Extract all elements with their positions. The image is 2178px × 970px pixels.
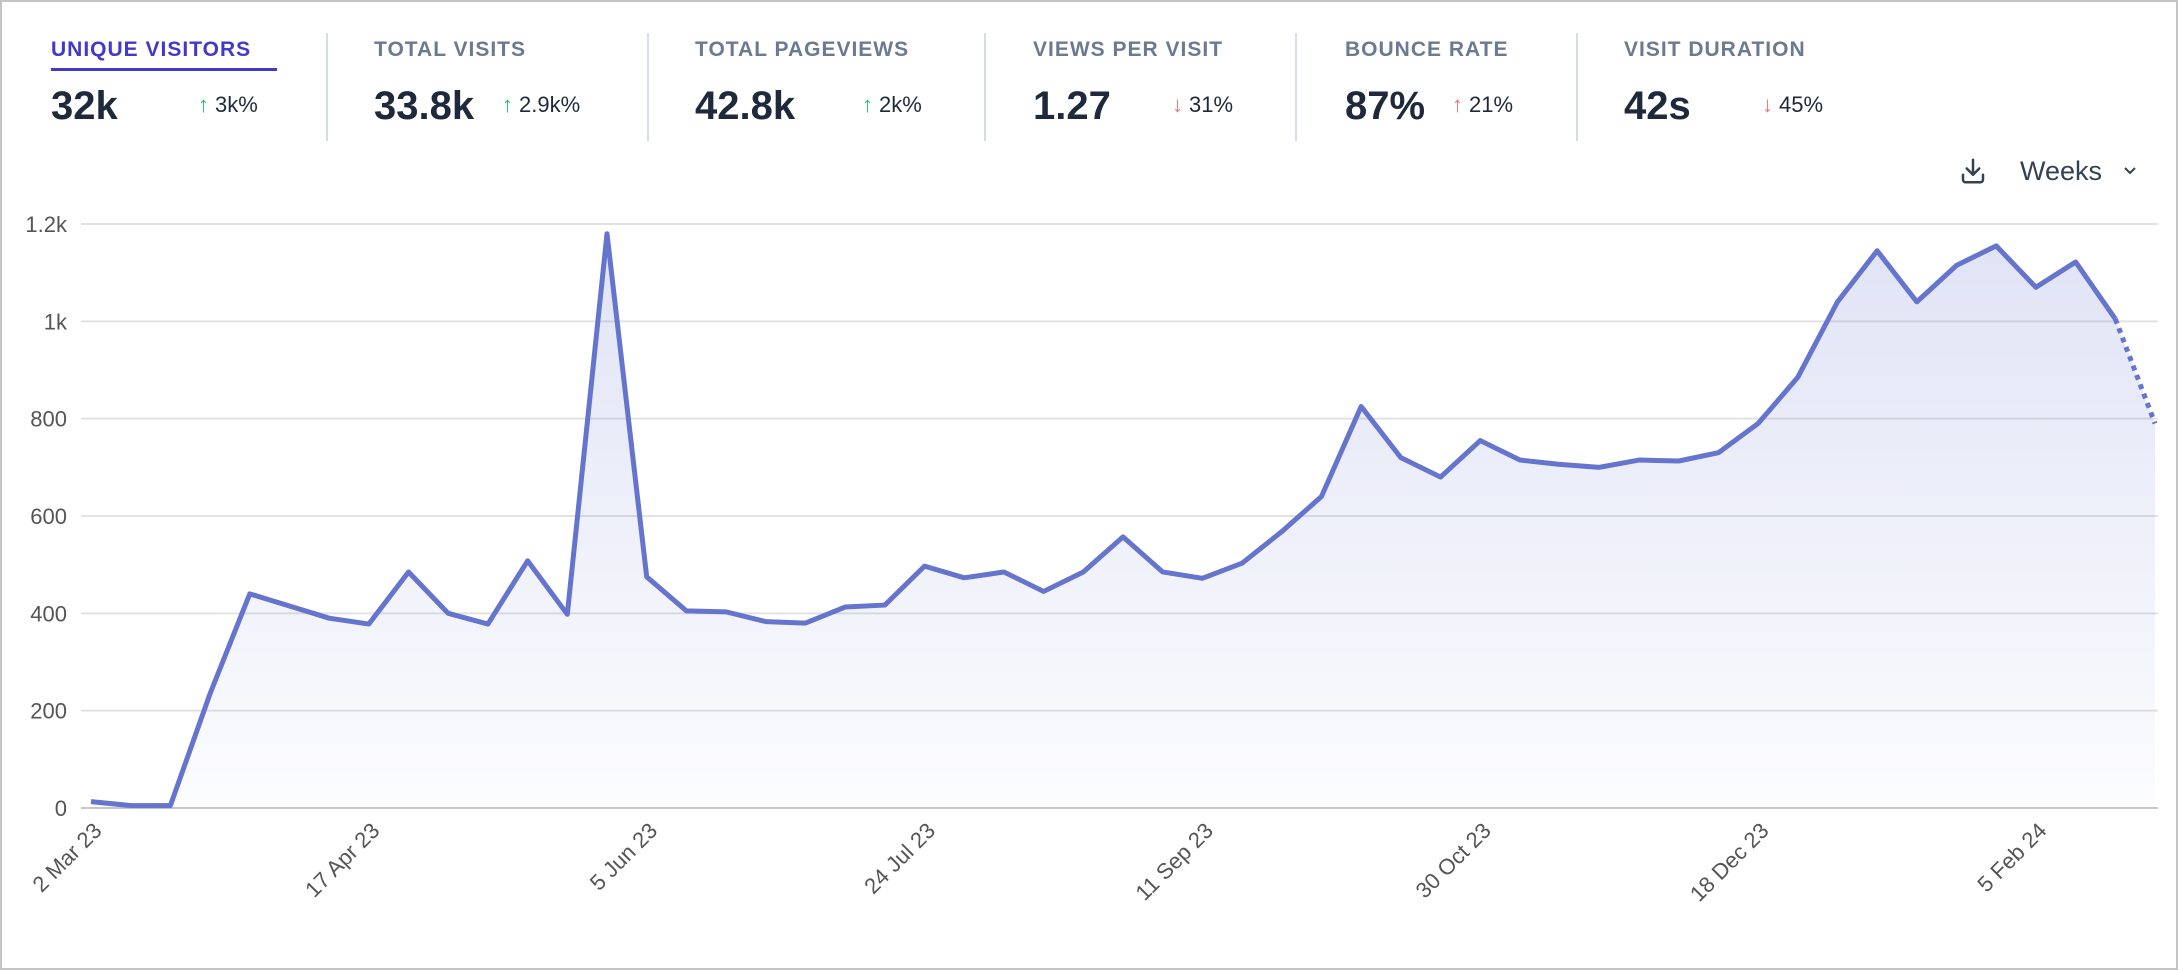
- metric-change: ↑ 2k%: [862, 92, 922, 118]
- metric-change-value: 3k%: [215, 92, 258, 117]
- metric-visit-duration[interactable]: VISIT DURATION 42s ↓ 45%: [1624, 32, 1882, 142]
- metric-views-per-visit[interactable]: VIEWS PER VISIT 1.27 ↓ 31%: [1033, 32, 1292, 142]
- metric-value: 32k: [51, 84, 118, 128]
- metric-change: ↑ 3k%: [198, 92, 258, 118]
- metric-divider: [326, 33, 328, 141]
- y-tick-label: 400: [30, 601, 67, 626]
- metric-change-value: 2k%: [879, 92, 922, 117]
- metric-divider: [984, 33, 986, 141]
- y-tick-label: 800: [30, 407, 67, 432]
- x-tick-label: 2 Mar 23: [27, 818, 106, 897]
- download-icon[interactable]: [1958, 156, 1988, 186]
- metric-divider: [1576, 33, 1578, 141]
- x-tick-label: 11 Sep 23: [1130, 818, 1217, 905]
- arrow-down-icon: ↓: [1762, 92, 1773, 117]
- metric-change: ↓ 31%: [1172, 92, 1233, 118]
- y-tick-label: 0: [55, 796, 67, 821]
- metric-unique-visitors[interactable]: UNIQUE VISITORS 32k ↑ 3k%: [51, 32, 318, 142]
- metric-value: 42.8k: [695, 84, 796, 128]
- x-tick-label: 17 Apr 23: [300, 818, 384, 902]
- metric-label: VISIT DURATION: [1624, 38, 1806, 61]
- y-tick-label: 600: [30, 504, 67, 529]
- interval-dropdown[interactable]: Weeks: [2020, 156, 2103, 186]
- metric-bounce-rate[interactable]: BOUNCE RATE 87% ↑ 21%: [1345, 32, 1572, 142]
- metric-value: 42s: [1624, 84, 1691, 128]
- y-tick-label: 200: [30, 699, 67, 724]
- metric-value: 87%: [1345, 84, 1426, 128]
- arrow-up-icon: ↑: [198, 92, 209, 117]
- y-tick-label: 1.2k: [25, 212, 68, 237]
- x-tick-label: 30 Oct 23: [1411, 818, 1496, 903]
- metric-change-value: 31%: [1189, 92, 1234, 117]
- chevron-down-icon[interactable]: [2120, 160, 2140, 180]
- metric-label: VIEWS PER VISIT: [1033, 38, 1224, 61]
- series-line: [90, 231, 2118, 809]
- metric-divider: [647, 33, 649, 141]
- y-tick-label: 1k: [44, 309, 68, 334]
- arrow-up-icon: ↑: [1452, 92, 1463, 117]
- metric-label: UNIQUE VISITORS: [51, 38, 252, 61]
- metric-total-pageviews[interactable]: TOTAL PAGEVIEWS 42.8k ↑ 2k%: [695, 32, 982, 142]
- metric-label: TOTAL VISITS: [374, 38, 527, 61]
- metric-change-value: 2.9k%: [519, 92, 581, 117]
- arrow-down-icon: ↓: [1172, 92, 1183, 117]
- arrow-up-icon: ↑: [862, 92, 873, 117]
- metric-change-value: 21%: [1469, 92, 1514, 117]
- x-tick-label: 24 Jul 23: [859, 818, 940, 899]
- area-fill: [91, 233, 2155, 808]
- metric-label: BOUNCE RATE: [1345, 38, 1509, 61]
- metric-total-visits[interactable]: TOTAL VISITS 33.8k ↑ 2.9k%: [374, 32, 622, 142]
- active-underline: [51, 68, 277, 71]
- metric-label: TOTAL PAGEVIEWS: [695, 38, 910, 61]
- metric-change: ↑ 2.9k%: [502, 92, 580, 118]
- x-tick-label: 5 Feb 24: [1972, 818, 2051, 897]
- series-line-incomplete: [2112, 318, 2158, 425]
- x-tick-label: 18 Dec 23: [1685, 818, 1774, 907]
- metric-change: ↓ 45%: [1762, 92, 1823, 118]
- arrow-up-icon: ↑: [502, 92, 513, 117]
- visitors-chart: 0 200 400 600 800 1k 1.2k 2 Mar 23 17 Apr 23 5 Ju…: [25, 212, 2158, 907]
- metric-change: ↑ 21%: [1452, 92, 1513, 118]
- metric-value: 33.8k: [374, 84, 475, 128]
- metric-divider: [1295, 33, 1297, 141]
- metric-change-value: 45%: [1779, 92, 1824, 117]
- metric-value: 1.27: [1033, 84, 1111, 128]
- x-tick-label: 5 Jun 23: [585, 818, 662, 895]
